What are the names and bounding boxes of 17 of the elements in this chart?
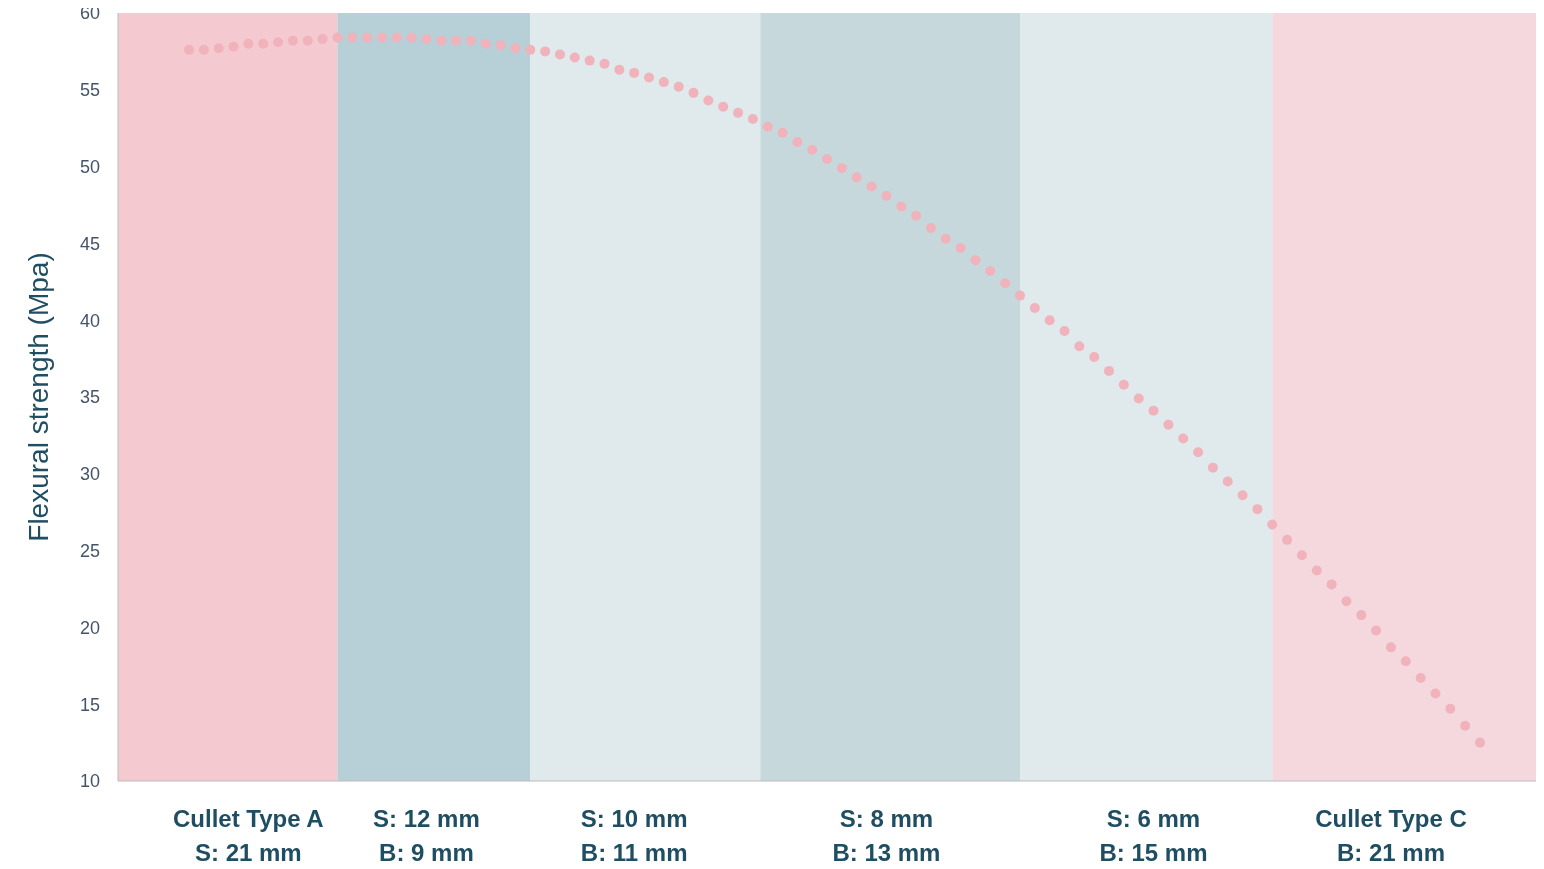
x-tick-label: Cullet Type A S: 21 mm (173, 805, 324, 866)
y-tick-label: 35 (79, 387, 100, 408)
x-tick-label: S: 10 mm B: 11 mm (580, 805, 688, 866)
y-tick-label: 20 (79, 617, 100, 638)
x-tick-label: S: 6 mm B: 15 mm (1099, 805, 1208, 866)
y-tick-label: 50 (79, 156, 100, 177)
y-tick-label: 45 (79, 233, 100, 254)
y-tick-label: 30 (79, 464, 100, 485)
x-tick-label: Cullet Type C B: 21 mm (1315, 805, 1467, 866)
y-tick-label: 55 (79, 80, 100, 101)
y-tick-label: 25 (79, 540, 100, 561)
y-tick-label: 10 (79, 771, 100, 792)
x-tick-label: S: 8 mm B: 13 mm (832, 805, 941, 866)
y-tick-label: 15 (79, 694, 100, 715)
y-axis-title: Flexural strength (Mpa) (23, 252, 54, 542)
x-tick-label: S: 12 mm B: 9 mm (373, 805, 480, 866)
y-tick-label: 40 (79, 310, 100, 331)
